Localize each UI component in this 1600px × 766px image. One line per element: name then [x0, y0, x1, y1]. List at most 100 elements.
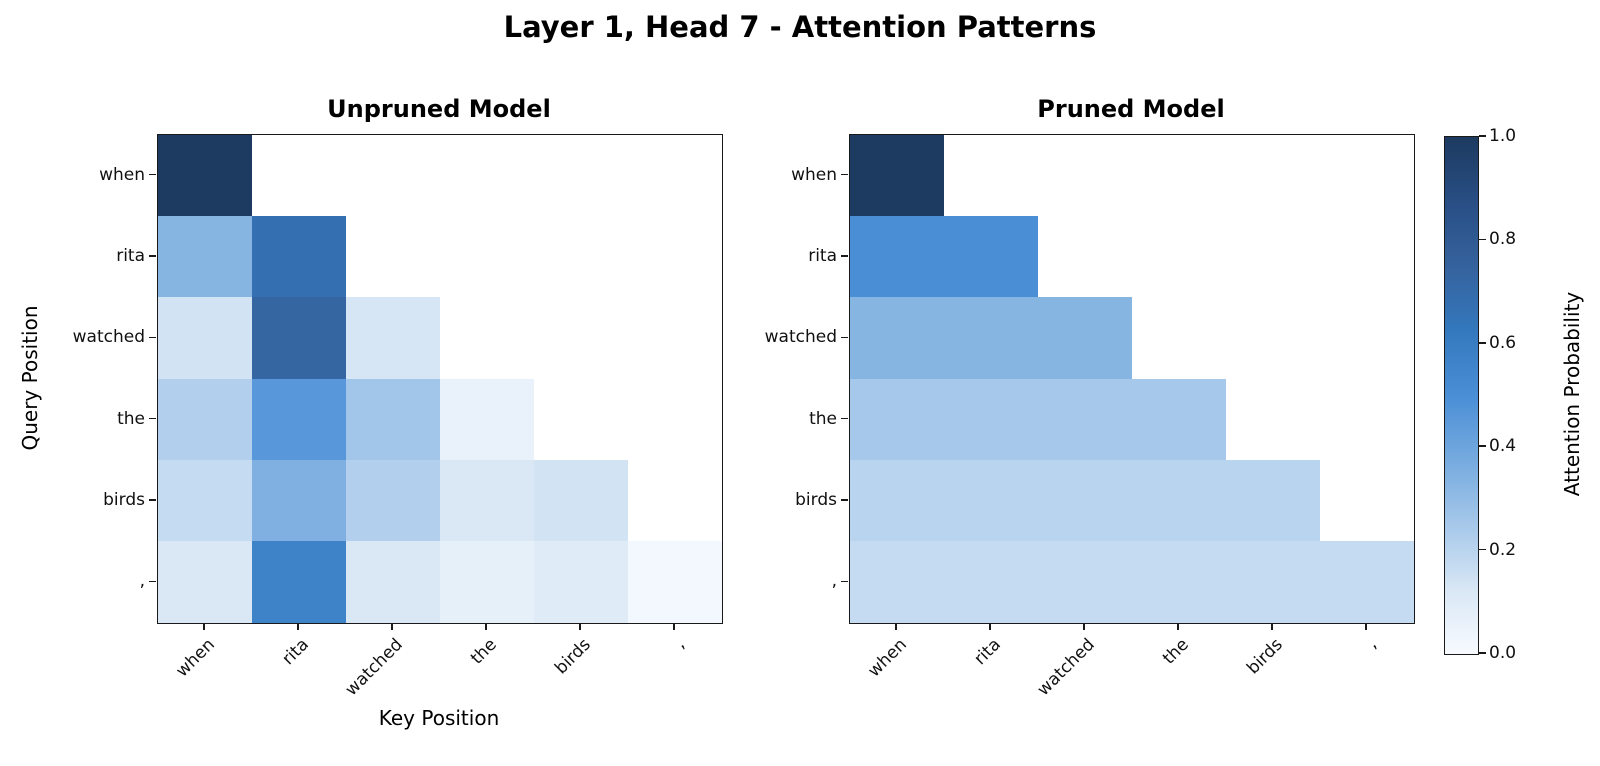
heatmap-cell [943, 378, 1039, 461]
heatmap-cell [1225, 541, 1321, 624]
y-tick-label: , [139, 571, 145, 592]
y-tick-label: the [117, 408, 145, 429]
x-tick-mark [1365, 623, 1367, 630]
x-tick-mark [391, 623, 393, 630]
x-tick-mark [989, 623, 991, 630]
heatmap-cell [1131, 541, 1227, 624]
heatmap-cell [345, 541, 441, 624]
y-tick-label: , [831, 571, 837, 592]
y-tick-mark [149, 336, 156, 339]
y-tick-mark [841, 336, 848, 339]
y-tick-label: rita [116, 246, 145, 266]
y-tick-mark [149, 417, 156, 420]
heatmap-cell [943, 460, 1039, 542]
x-tick-mark [579, 623, 581, 630]
x-tick-mark [673, 623, 675, 630]
y-tick-mark [149, 580, 156, 583]
heatmap-cell [943, 216, 1039, 298]
y-tick-label: birds [795, 490, 837, 510]
y-tick-label: when [99, 164, 145, 185]
heatmap-pruned [849, 134, 1415, 624]
y-tick-label: watched [72, 327, 145, 348]
heatmap-cell [1225, 460, 1321, 542]
colorbar-tick-label: 0.2 [1489, 539, 1517, 560]
colorbar-tick-label: 0.6 [1489, 332, 1517, 353]
heatmap-cell [943, 541, 1039, 624]
heatmap-cell [943, 297, 1039, 380]
heatmap-cell [345, 378, 441, 461]
y-tick-label: the [809, 408, 837, 429]
x-tick-mark [1083, 623, 1085, 630]
y-tick-mark [841, 580, 848, 583]
y-tick-mark [841, 417, 848, 420]
x-tick-mark [485, 623, 487, 630]
heatmap-cell [345, 297, 441, 380]
heatmap-cell [849, 378, 945, 461]
colorbar-tick-mark [1478, 445, 1486, 447]
heatmap-cell [1037, 297, 1133, 380]
x-tick-mark [1271, 623, 1273, 630]
colorbar-tick-mark [1478, 135, 1486, 137]
heatmap-cell [251, 378, 347, 461]
x-tick-mark [1177, 623, 1179, 630]
subplot-title-unpruned: Unpruned Model [327, 95, 551, 123]
x-tick-mark [297, 623, 299, 630]
x-tick-label: watched [1033, 634, 1099, 701]
heatmap-cell [849, 541, 945, 624]
x-tick-label: birds [1243, 634, 1287, 679]
colorbar-tick-label: 0.8 [1489, 229, 1517, 250]
x-tick-mark [895, 623, 897, 630]
subplot-title-pruned: Pruned Model [1037, 95, 1225, 123]
heatmap-cell [251, 297, 347, 380]
x-axis-label: Key Position [378, 706, 500, 730]
y-tick-mark [149, 173, 156, 176]
heatmap-cell [157, 541, 253, 624]
y-tick-label: rita [808, 246, 837, 266]
colorbar [1444, 136, 1479, 655]
y-tick-mark [841, 255, 848, 257]
y-tick-label: birds [103, 490, 145, 510]
x-tick-label: the [1158, 634, 1193, 669]
heatmap-cell [627, 541, 723, 624]
x-tick-label: when [864, 634, 911, 682]
heatmap-cell [439, 460, 535, 542]
heatmap-cell [849, 297, 945, 380]
x-tick-mark [203, 623, 205, 630]
heatmap-cell [439, 378, 535, 461]
colorbar-tick-mark [1478, 548, 1486, 551]
y-tick-label: when [791, 164, 837, 185]
heatmap-unpruned [157, 134, 723, 624]
heatmap-cell [251, 216, 347, 298]
heatmap-cell [251, 460, 347, 542]
heatmap-cell [1037, 460, 1133, 542]
heatmap-cell [157, 460, 253, 542]
heatmap-cell [251, 541, 347, 624]
heatmap-cell [345, 460, 441, 542]
heatmap-cell [1131, 378, 1227, 461]
x-tick-label: , [1362, 634, 1381, 653]
heatmap-cell [157, 378, 253, 461]
heatmap-cell [533, 460, 629, 542]
colorbar-tick-mark [1478, 652, 1486, 654]
heatmap-cell [1037, 378, 1133, 461]
colorbar-tick-label: 1.0 [1489, 126, 1517, 146]
heatmap-cell [849, 134, 945, 217]
heatmap-cell [1319, 541, 1415, 624]
heatmap-cell [533, 541, 629, 624]
heatmap-cell [849, 460, 945, 542]
heatmap-cell [439, 541, 535, 624]
heatmap-cell [849, 216, 945, 298]
x-tick-label: rita [970, 634, 1005, 670]
figure-title: Layer 1, Head 7 - Attention Patterns [503, 10, 1097, 44]
heatmap-cell [157, 216, 253, 298]
colorbar-tick-label: 0.4 [1489, 436, 1517, 457]
heatmap-cell [1131, 460, 1227, 542]
y-tick-mark [841, 499, 848, 501]
y-tick-mark [149, 255, 156, 257]
colorbar-tick-label: 0.0 [1489, 643, 1517, 663]
heatmap-cell [157, 134, 253, 217]
heatmap-cell [157, 297, 253, 380]
colorbar-tick-mark [1478, 342, 1486, 344]
colorbar-tick-mark [1478, 238, 1486, 241]
